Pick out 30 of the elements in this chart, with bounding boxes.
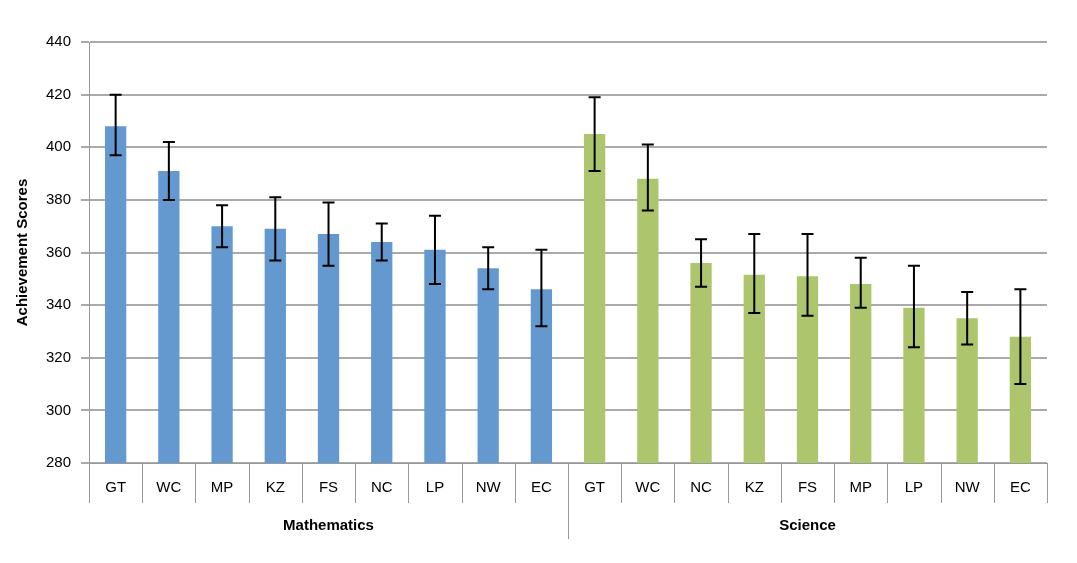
y-axis-title: Achievement Scores bbox=[13, 178, 31, 327]
x-tick-label: GT bbox=[105, 478, 127, 496]
x-tick-label: NW bbox=[954, 478, 981, 496]
x-tick-label: NC bbox=[370, 478, 393, 496]
y-tick-label: 300 bbox=[46, 400, 72, 418]
x-tick-label: WC bbox=[635, 478, 661, 496]
x-tick-label: MP bbox=[210, 478, 234, 496]
y-tick-label: 440 bbox=[46, 32, 72, 50]
x-tick-label: EC bbox=[1009, 478, 1031, 496]
x-tick-label: NW bbox=[475, 478, 502, 496]
series-label: Science bbox=[779, 516, 836, 534]
x-tick-label: GT bbox=[584, 478, 606, 496]
y-tick-label: 360 bbox=[46, 242, 72, 260]
y-tick-label: 400 bbox=[46, 137, 72, 155]
x-tick-label: WC bbox=[156, 478, 182, 496]
x-tick-label: LP bbox=[904, 478, 924, 496]
x-tick-label: LP bbox=[425, 478, 445, 496]
x-tick-label: EC bbox=[530, 478, 552, 496]
x-tick-label: KZ bbox=[744, 478, 764, 496]
x-tick-label: NC bbox=[690, 478, 713, 496]
series-label: Mathematics bbox=[283, 516, 374, 534]
y-tick-label: 420 bbox=[46, 84, 72, 102]
x-tick-label: KZ bbox=[265, 478, 285, 496]
y-tick-label: 320 bbox=[46, 347, 72, 365]
y-tick-label: 340 bbox=[46, 295, 72, 313]
x-tick-label: FS bbox=[797, 478, 818, 496]
x-tick-label: FS bbox=[318, 478, 339, 496]
y-tick-label: 380 bbox=[46, 190, 72, 208]
x-tick-label: MP bbox=[849, 478, 872, 496]
y-tick-label: 280 bbox=[46, 453, 72, 471]
